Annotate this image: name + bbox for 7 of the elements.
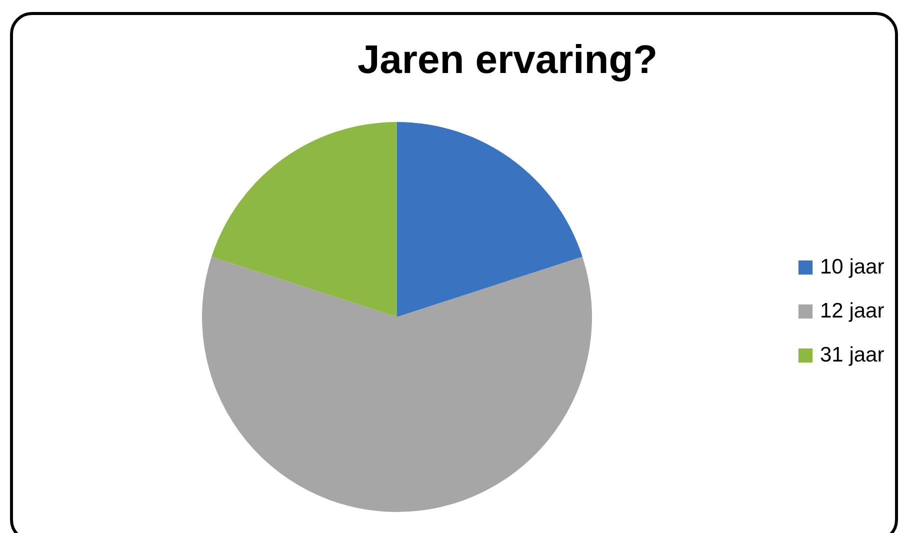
pie-slice bbox=[212, 122, 397, 317]
pie-slice bbox=[202, 256, 592, 512]
pie-slice bbox=[397, 122, 582, 317]
legend-label: 12 jaar bbox=[820, 300, 884, 322]
legend-label: 10 jaar bbox=[820, 256, 884, 278]
legend-label: 31 jaar bbox=[820, 344, 884, 366]
chart-title: Jaren ervaring? bbox=[357, 38, 658, 82]
